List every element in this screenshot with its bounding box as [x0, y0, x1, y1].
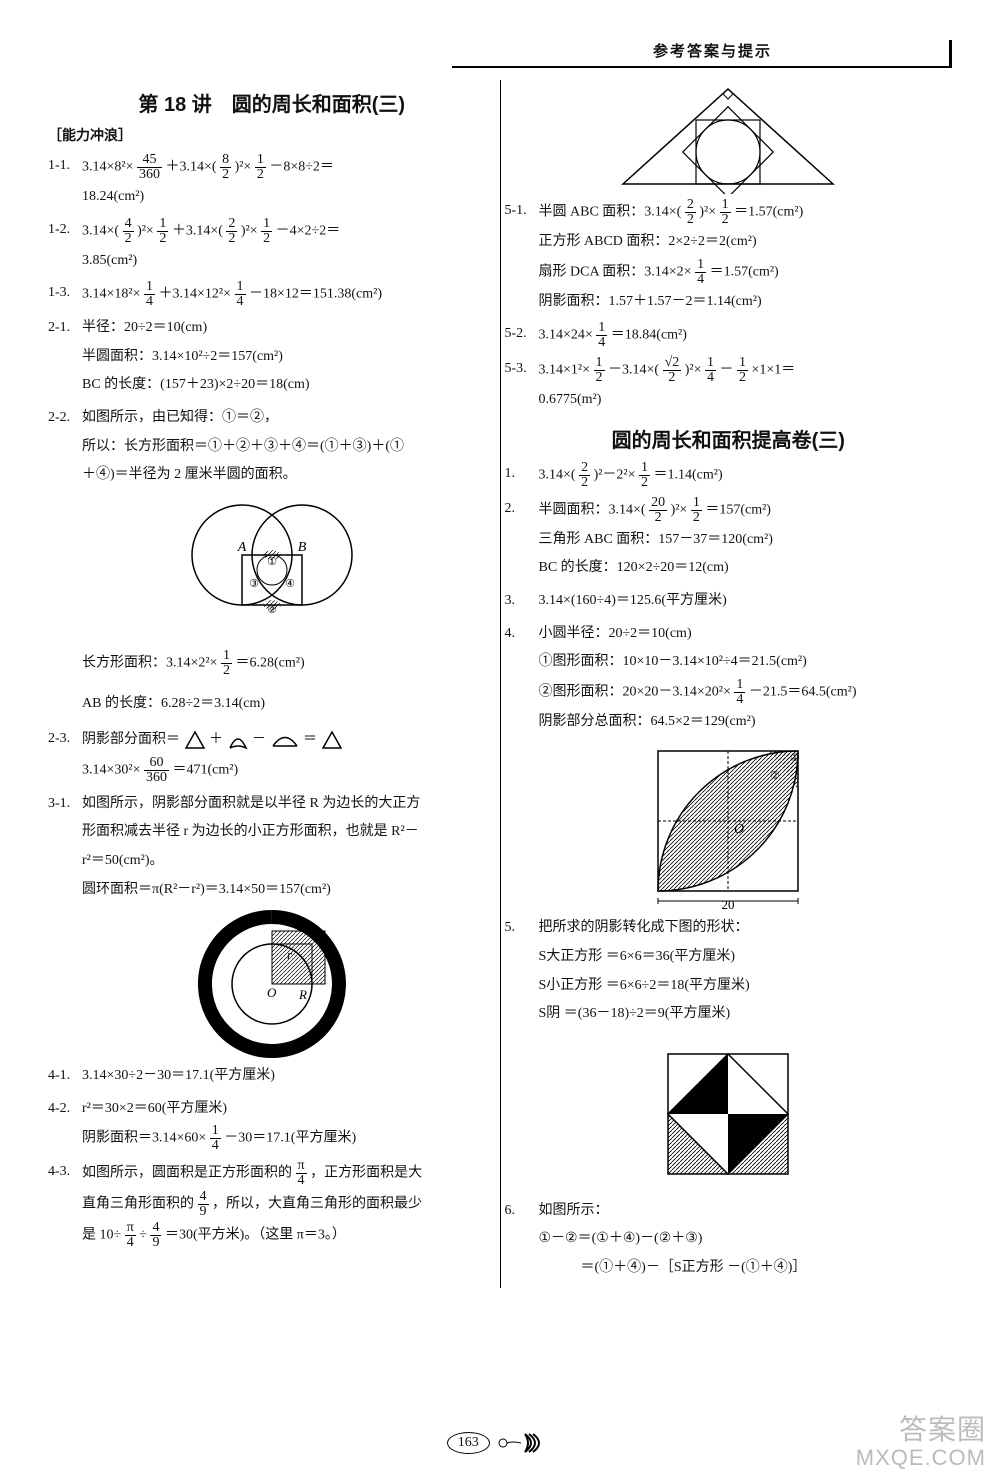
page-header: 参考答案与提示: [48, 40, 952, 70]
math-line: 3.85(cm²): [82, 248, 496, 275]
item-num: 1.: [505, 461, 539, 492]
triangle-icon: [321, 730, 343, 750]
item-num: 3.: [505, 588, 539, 617]
item-num: 3-1.: [48, 791, 82, 905]
math-line: 阴影部分总面积：64.5×2＝129(cm²): [539, 709, 953, 736]
math-line: 3.14×24× 14 ＝18.84(cm²): [539, 321, 953, 350]
math-line: r²＝50(cm²)。: [82, 848, 496, 875]
svg-text:A: A: [236, 540, 246, 555]
math-line: 正方形 ABCD 面积：2×2÷2＝2(cm²): [539, 229, 953, 256]
math-line: 是 10÷ π4 ÷ 49 ＝30(平方米)。（这里 π＝3。）: [82, 1221, 496, 1250]
page-decor-icon: [493, 1428, 553, 1458]
math-line: S阴 ＝(36－18)÷2＝9(平方厘米): [539, 1001, 953, 1028]
math-line: 半径：20÷2＝10(cm): [82, 315, 496, 342]
math-line: 阴影面积：1.57＋1.57－2＝1.14(cm²): [539, 289, 953, 316]
sub-heading: ［能力冲浪］: [48, 125, 496, 145]
math-line: 如图所示，圆面积是正方形面积的 π4 ，正方形面积是大: [82, 1159, 496, 1188]
math-line: 3.14×( 22 )²－2²× 12 ＝1.14(cm²): [539, 461, 953, 490]
item-num: 2-3.: [48, 726, 82, 787]
math-line: 3.14×( 42 )²× 12 ＋3.14×( 22 )²× 12 －4×2÷…: [82, 217, 496, 246]
math-line: 半圆 ABC 面积：3.14×( 22 )²× 12 ＝1.57(cm²): [539, 198, 953, 227]
section-title: 第 18 讲 圆的周长和面积(三): [48, 88, 496, 117]
math-line: S小正方形 ＝6×6÷2＝18(平方厘米): [539, 973, 953, 1000]
math-line: 长方形面积：3.14×2²× 12 ＝6.28(cm²): [82, 649, 496, 678]
math-line: 小圆半径：20÷2＝10(cm): [539, 621, 953, 648]
left-column: 第 18 讲 圆的周长和面积(三) ［能力冲浪］ 1-1. 3.14×8²× 4…: [48, 80, 496, 1288]
svg-text:B: B: [297, 540, 306, 555]
math-line: 扇形 DCA 面积：3.14×2× 14 ＝1.57(cm²): [539, 258, 953, 287]
math-line: 圆环面积＝π(R²－r²)＝3.14×50＝157(cm²): [82, 877, 496, 904]
svg-text:20: 20: [722, 897, 735, 911]
math-line: 阴影部分面积＝ ＋ － ＝: [82, 726, 496, 754]
math-line: 如图所示：: [539, 1198, 953, 1225]
svg-text:O: O: [267, 985, 277, 1000]
item-num: 2-1.: [48, 315, 82, 401]
math-line: 3.14×30÷2－30＝17.1(平方厘米): [82, 1063, 496, 1090]
svg-text:②: ②: [770, 770, 780, 782]
item-num: 5-3.: [505, 356, 539, 416]
svg-text:③: ③: [249, 578, 259, 590]
svg-text:R: R: [298, 987, 307, 1002]
leaf-icon: [227, 730, 249, 750]
math-line: ①－②＝(①＋④)－(②＋③): [539, 1226, 953, 1253]
item-num: 2-2.: [48, 405, 82, 491]
watermark: 答案圈 MXQE.COM: [856, 1415, 986, 1470]
item-num: 1-3.: [48, 280, 82, 311]
math-line: 3.14×(160÷4)＝125.6(平方厘米): [539, 588, 953, 615]
math-line: ①图形面积：10×10－3.14×10²÷4＝21.5(cm²): [539, 649, 953, 676]
math-line: 形面积减去半径 r 为边长的小正方形面积，也就是 R²－: [82, 819, 496, 846]
item-num: 5-2.: [505, 321, 539, 352]
math-line: 半圆面积：3.14×10²÷2＝157(cm²): [82, 344, 496, 371]
math-line: BC 的长度：(157＋23)×2÷20＝18(cm): [82, 372, 496, 399]
math-line: S大正方形 ＝6×6＝36(平方厘米): [539, 944, 953, 971]
math-line: 3.14×1²× 12 －3.14×( √22 )²× 14 － 12 ×1×1…: [539, 356, 953, 385]
right-column: 5-1. 半圆 ABC 面积：3.14×( 22 )²× 12 ＝1.57(cm…: [505, 80, 953, 1288]
svg-text:①: ①: [790, 752, 800, 764]
math-line: 3.14×30²× 60360 ＝471(cm²): [82, 756, 496, 785]
item-num: 4-1.: [48, 1063, 82, 1092]
svg-text:④: ④: [285, 578, 295, 590]
triangle-icon: [184, 730, 206, 750]
math-line: 3.14×18²× 14 ＋3.14×12²× 14 －18×12＝151.38…: [82, 280, 496, 309]
arc-icon: [270, 731, 300, 749]
svg-text:O: O: [734, 822, 744, 837]
rotated-square-diagram: [648, 1034, 808, 1194]
math-line: 所以：长方形面积＝①＋②＋③＋④＝(①＋③)＋(①: [82, 434, 496, 461]
item-num: 1-1.: [48, 153, 82, 213]
math-line: BC 的长度：120×2÷20＝12(cm): [539, 555, 953, 582]
page-number: 163: [0, 1424, 1000, 1462]
item-num: 5.: [505, 915, 539, 1029]
two-circles-diagram: A B ① ② ③ ④: [172, 495, 372, 635]
math-line: ②图形面积：20×20－3.14×20²× 14 －21.5＝64.5(cm²): [539, 678, 953, 707]
math-line: ＝(①＋④)－［S正方形 －(①＋④)］: [539, 1255, 953, 1282]
math-line: 半圆面积：3.14×( 202 )²× 12 ＝157(cm²): [539, 496, 953, 525]
math-line: 3.14×8²× 45360 ＋3.14×( 82 )²× 12 －8×8÷2＝: [82, 153, 496, 182]
lens-square-diagram: O ① ② 20: [638, 741, 818, 911]
item-num: 2.: [505, 496, 539, 584]
math-line: AB 的长度：6.28÷2＝3.14(cm): [82, 692, 496, 712]
math-line: 如图所示，由已知得：①＝②，: [82, 405, 496, 432]
item-num: 6.: [505, 1198, 539, 1284]
triangle-circle-diagram: [613, 84, 843, 194]
header-title: 参考答案与提示: [653, 40, 772, 61]
math-line: 18.24(cm²): [82, 184, 496, 211]
math-line: 如图所示，阴影部分面积就是以半径 R 为边长的大正方: [82, 791, 496, 818]
item-num: 1-2.: [48, 217, 82, 277]
math-line: 0.6775(m²): [539, 387, 953, 414]
math-line: 直角三角形面积的 49 ，所以，大直角三角形的面积最少: [82, 1190, 496, 1219]
item-num: 5-1.: [505, 198, 539, 317]
math-line: ＋④)＝半径为 2 厘米半圆的面积。: [82, 462, 496, 489]
section-title-2: 圆的周长和面积提高卷(三): [505, 424, 953, 453]
math-line: 阴影面积＝3.14×60× 14 －30＝17.1(平方厘米): [82, 1124, 496, 1153]
item-num: 4.: [505, 621, 539, 738]
math-line: r²＝30×2＝60(平方厘米): [82, 1096, 496, 1123]
math-line: 把所求的阴影转化成下图的形状：: [539, 915, 953, 942]
math-line: 三角形 ABC 面积：157－37＝120(cm²): [539, 527, 953, 554]
annulus-diagram: O r R: [187, 909, 357, 1059]
item-num: 4-2.: [48, 1096, 82, 1156]
item-num: 4-3.: [48, 1159, 82, 1252]
